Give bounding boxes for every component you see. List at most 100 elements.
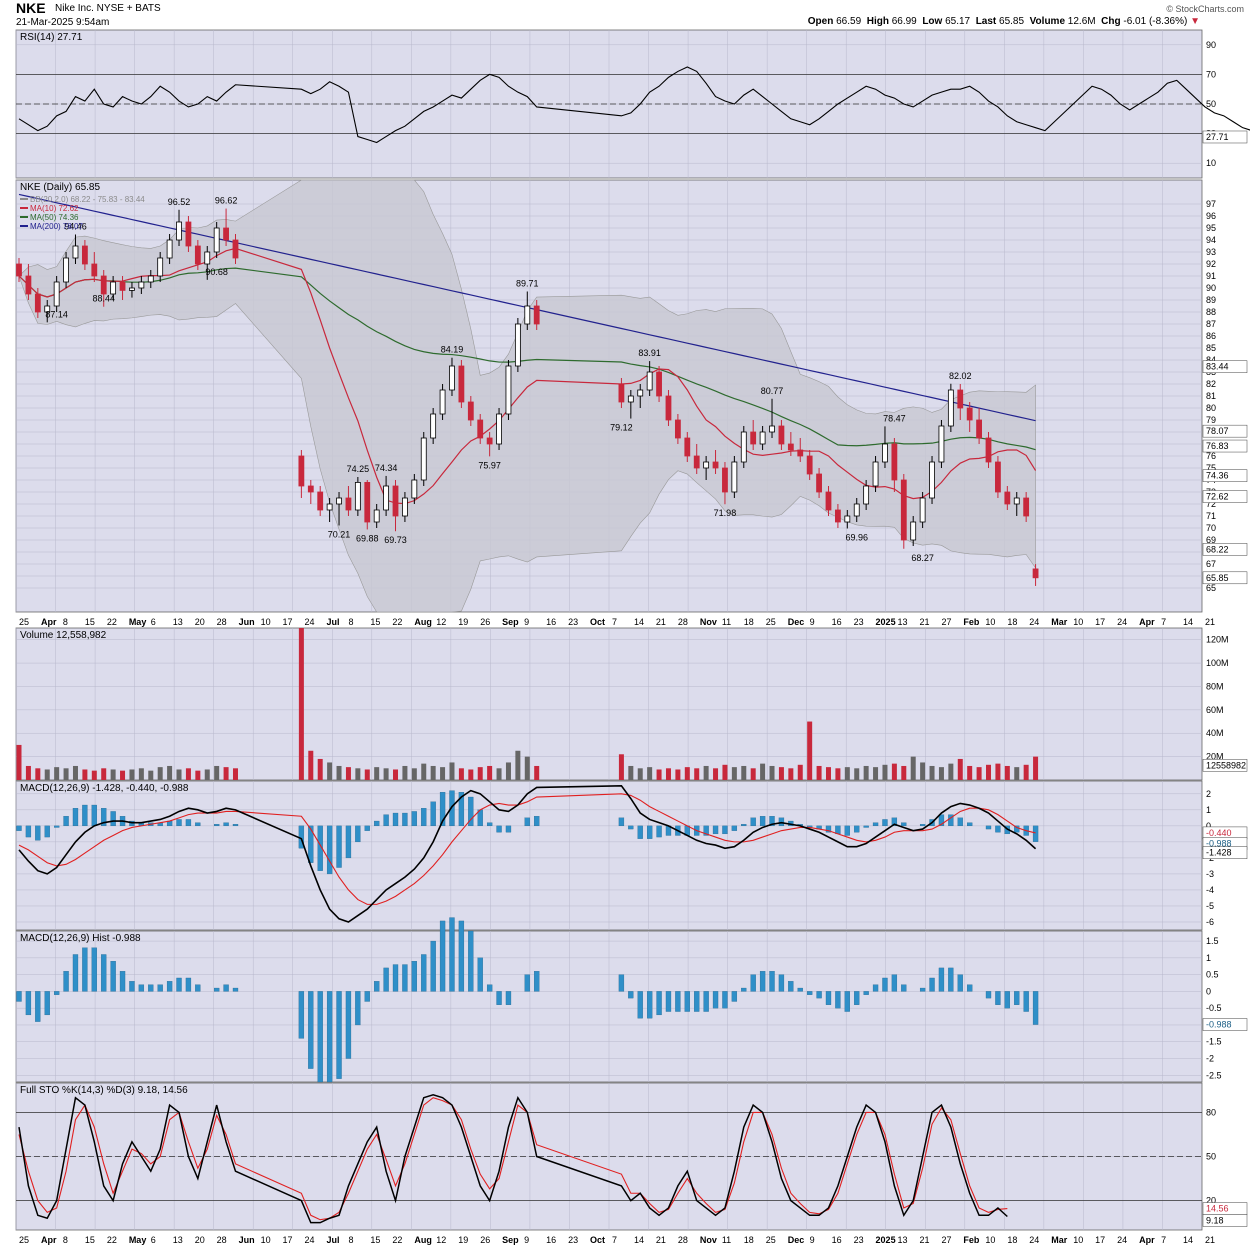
volume-bar bbox=[1033, 756, 1039, 780]
x-axis-label: 15 bbox=[370, 617, 380, 627]
x-axis-label: 7 bbox=[1161, 617, 1166, 627]
y-tick-label: 60M bbox=[1206, 705, 1224, 715]
macd-hist-bar bbox=[938, 814, 945, 827]
volume-bar bbox=[120, 770, 126, 780]
y-tick-label: 76 bbox=[1206, 451, 1216, 461]
hist-bar bbox=[844, 991, 850, 1012]
volume-bar bbox=[750, 768, 756, 780]
volume-bar bbox=[656, 769, 662, 780]
x-axis-label-bottom: 10 bbox=[261, 1235, 271, 1245]
price-annotation: 84.19 bbox=[441, 345, 464, 355]
volume-bar bbox=[383, 768, 389, 780]
hist-bar bbox=[1023, 991, 1029, 1012]
low-label: Low bbox=[922, 16, 943, 27]
hist-bar bbox=[496, 991, 502, 1005]
x-axis-label: 21 bbox=[656, 617, 666, 627]
x-axis-label: 21 bbox=[1205, 617, 1215, 627]
candle-body bbox=[740, 431, 747, 463]
hist-bar bbox=[985, 991, 992, 999]
hist-bar bbox=[336, 991, 342, 1079]
volume-bar bbox=[138, 768, 144, 780]
chg-label: Chg bbox=[1101, 16, 1121, 27]
x-axis-label: 2025 bbox=[876, 617, 896, 627]
hist-bar bbox=[957, 974, 963, 992]
hist-bar bbox=[778, 974, 785, 992]
candle-body bbox=[750, 431, 757, 445]
x-axis-label-bottom: 15 bbox=[85, 1235, 95, 1245]
hist-bar bbox=[44, 991, 50, 1016]
volume-bar bbox=[957, 758, 963, 780]
chg-value: -6.01 (-8.36%) bbox=[1123, 16, 1188, 27]
hist-bar bbox=[788, 981, 794, 992]
macd-hist-bar bbox=[411, 811, 417, 827]
volume-bar bbox=[458, 768, 464, 780]
volume-bar bbox=[891, 763, 897, 780]
volume-bar bbox=[684, 767, 690, 780]
price-legend-item: MA(200) 78.07 bbox=[30, 222, 83, 231]
candle-body bbox=[976, 419, 982, 439]
volume-bar bbox=[402, 765, 408, 780]
y-tick-label: -3 bbox=[1206, 869, 1214, 879]
hist-bar bbox=[138, 984, 145, 992]
candle-body bbox=[81, 245, 88, 265]
candle-body bbox=[929, 461, 935, 499]
y-tick-label: 70 bbox=[1206, 523, 1216, 533]
candle-body bbox=[100, 275, 107, 295]
x-axis-label: Jul bbox=[326, 617, 339, 627]
x-axis-label: Nov bbox=[700, 617, 717, 627]
price-legend-item: MA(10) 72.62 bbox=[30, 204, 79, 213]
candle-body bbox=[947, 389, 954, 427]
price-annotation: 74.25 bbox=[347, 464, 370, 474]
y-tick-label: 91 bbox=[1206, 271, 1216, 281]
candle-body bbox=[769, 425, 775, 433]
candle-body bbox=[91, 263, 98, 277]
ticker-symbol[interactable]: NKE bbox=[16, 0, 46, 16]
volume-bar bbox=[769, 765, 775, 780]
candle-body bbox=[665, 395, 672, 421]
candle-body bbox=[722, 467, 728, 493]
candle-body bbox=[1013, 497, 1020, 505]
rsi-title: RSI(14) 27.71 bbox=[20, 32, 83, 43]
candle-body bbox=[627, 395, 634, 403]
x-axis-label: 23 bbox=[854, 617, 864, 627]
y-tick-label: 75 bbox=[1206, 463, 1216, 473]
candle-body bbox=[797, 449, 804, 457]
hist-bar bbox=[364, 991, 370, 1002]
candle-body bbox=[147, 275, 154, 283]
y-tick-label: -2.5 bbox=[1206, 1070, 1222, 1080]
x-axis-label-bottom: 12 bbox=[436, 1235, 446, 1245]
watermark[interactable]: © StockCharts.com bbox=[1166, 4, 1244, 14]
last-value-label: 14.56 bbox=[1206, 1204, 1229, 1214]
price-annotation: 69.96 bbox=[845, 532, 868, 542]
candle-body bbox=[835, 509, 841, 523]
macd-hist-bar bbox=[35, 825, 41, 841]
volume-bar bbox=[515, 750, 521, 780]
x-axis-label: Jun bbox=[239, 617, 255, 627]
hist-bar bbox=[618, 974, 625, 992]
x-axis-label-bottom: Apr bbox=[1139, 1235, 1155, 1245]
candle-body bbox=[204, 251, 211, 265]
x-axis-label-bottom: Apr bbox=[41, 1235, 57, 1245]
last-label: Last bbox=[975, 16, 997, 27]
hist-bar bbox=[863, 991, 869, 995]
volume-bar bbox=[920, 762, 926, 780]
hist-bar bbox=[35, 991, 41, 1022]
hist-bar bbox=[176, 977, 182, 992]
x-axis-label-bottom: Jul bbox=[326, 1235, 339, 1245]
y-tick-label: 50 bbox=[1206, 99, 1216, 109]
candle-body bbox=[317, 491, 324, 511]
volume-bar bbox=[1023, 764, 1029, 780]
hist-bar bbox=[712, 991, 719, 1009]
volume-bar bbox=[214, 765, 220, 780]
macd-hist-bar bbox=[863, 825, 869, 828]
last-value-box bbox=[1202, 543, 1248, 556]
volume-bar bbox=[505, 762, 511, 780]
candle-body bbox=[514, 323, 521, 367]
hist-bar bbox=[383, 967, 389, 992]
volume-bar bbox=[232, 768, 238, 780]
volume-bar bbox=[731, 767, 737, 780]
candle-body bbox=[533, 305, 540, 325]
x-axis-label: 10 bbox=[261, 617, 271, 627]
x-axis-label: 24 bbox=[1029, 617, 1039, 627]
x-axis-label: 18 bbox=[744, 617, 754, 627]
